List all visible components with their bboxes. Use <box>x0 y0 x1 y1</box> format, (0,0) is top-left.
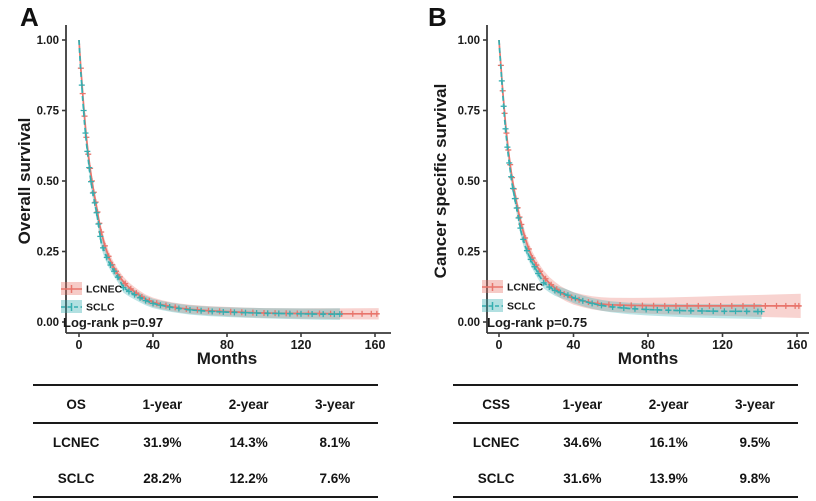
km-curve-lcnec <box>498 39 801 307</box>
x-axis-title: Months <box>197 349 257 368</box>
table-row: LCNEC 31.9% 14.3% 8.1% <box>33 424 378 460</box>
panel-overall-survival: A 0.00 0.25 0.50 0.75 1.00 0 40 80 120 160 Months O… <box>15 2 391 498</box>
logrank-annotation: Log-rank p=0.75 <box>487 315 587 330</box>
y-axis-title: Cancer specific survival <box>431 84 450 279</box>
censor-marks-sclc <box>78 82 343 318</box>
x-tick-label: 40 <box>567 338 581 352</box>
legend: LCNEC SCLC <box>482 280 544 313</box>
os-table-header-cell: OS <box>66 396 86 412</box>
table-cell: 9.8% <box>739 470 771 486</box>
row-label: LCNEC <box>52 434 100 450</box>
legend: LCNEC SCLC <box>61 282 123 314</box>
legend-label-lcnec: LCNEC <box>507 282 544 294</box>
y-tick-label: 0.25 <box>37 247 60 259</box>
table-cell: 31.6% <box>563 470 602 486</box>
y-tick-label: 0.75 <box>37 106 60 118</box>
censor-marks-sclc <box>498 77 765 315</box>
x-tick-label: 80 <box>641 338 655 352</box>
table-row: SCLC 31.6% 13.9% 9.8% <box>453 460 798 496</box>
y-tick-label: 1.00 <box>458 35 480 47</box>
css-table-header-cell: 2-year <box>648 396 689 412</box>
table-cell: 9.5% <box>739 434 771 450</box>
x-tick-label: 80 <box>220 338 234 352</box>
x-tick-label: 160 <box>365 338 386 352</box>
x-tick-label: 160 <box>787 338 808 352</box>
y-tick-label: 0.00 <box>37 317 59 329</box>
km-curve-sclc <box>498 39 762 313</box>
table-cell: 13.9% <box>649 470 688 486</box>
table-row: LCNEC 34.6% 16.1% 9.5% <box>453 424 798 460</box>
cancer-specific-survival-km-chart: 0.00 0.25 0.50 0.75 1.00 0 40 80 120 160 Months Can… <box>431 25 809 368</box>
overall-survival-km-chart: 0.00 0.25 0.50 0.75 1.00 0 40 80 120 160 Months Ove… <box>15 25 391 368</box>
x-tick-label: 40 <box>146 338 160 352</box>
legend-label-sclc: SCLC <box>86 302 115 314</box>
x-axis-title: Months <box>618 349 678 368</box>
km-curve-lcnec <box>78 39 379 315</box>
css-table-header-row: CSS 1-year 2-year 3-year <box>453 386 798 424</box>
panel-label-a: A <box>20 2 39 32</box>
x-tick-label: 0 <box>76 338 83 352</box>
table-cell: 14.3% <box>229 434 268 450</box>
os-table-header-row: OS 1-year 2-year 3-year <box>33 386 378 424</box>
css-table-header-cell: 1-year <box>562 396 603 412</box>
confidence-band-sclc <box>499 40 762 320</box>
y-tick-label: 0.75 <box>458 106 481 118</box>
y-axis-title: Overall survival <box>15 118 34 245</box>
y-tick-label: 0.50 <box>37 176 59 188</box>
confidence-band-lcnec <box>79 40 379 320</box>
os-table-header-cell: 3-year <box>314 396 355 412</box>
legend-label-sclc: SCLC <box>507 301 536 313</box>
y-tick-label: 0.50 <box>458 176 480 188</box>
row-label: LCNEC <box>472 434 520 450</box>
css-table-header-cell: CSS <box>482 396 510 412</box>
logrank-annotation: Log-rank p=0.97 <box>63 315 163 330</box>
table-cell: 34.6% <box>563 434 602 450</box>
row-label: SCLC <box>57 470 95 486</box>
y-tick-label: 0.25 <box>458 247 481 259</box>
table-cell: 28.2% <box>143 470 182 486</box>
panel-label-b: B <box>428 2 447 32</box>
os-table-header-cell: 2-year <box>228 396 269 412</box>
y-tick-label: 1.00 <box>37 35 59 47</box>
os-table-header-cell: 1-year <box>142 396 183 412</box>
css-table-header-cell: 3-year <box>734 396 775 412</box>
css-summary-table: CSS 1-year 2-year 3-year LCNEC 34.6% 16.… <box>453 384 798 498</box>
y-tick-label: 0.00 <box>458 317 480 329</box>
panel-cancer-specific-survival: B 0.00 0.25 0.50 0.75 1.00 0 40 80 120 160 Months C… <box>408 0 816 501</box>
table-cell: 7.6% <box>319 470 351 486</box>
table-cell: 12.2% <box>229 470 268 486</box>
x-tick-label: 120 <box>291 338 312 352</box>
legend-label-lcnec: LCNEC <box>86 284 123 296</box>
row-label: SCLC <box>477 470 515 486</box>
table-cell: 31.9% <box>143 434 182 450</box>
table-cell: 8.1% <box>319 434 351 450</box>
table-cell: 16.1% <box>649 434 688 450</box>
table-row: SCLC 28.2% 12.2% 7.6% <box>33 460 378 496</box>
x-tick-label: 120 <box>712 338 733 352</box>
x-tick-label: 0 <box>496 338 503 352</box>
os-summary-table: OS 1-year 2-year 3-year LCNEC 31.9% 14.3… <box>33 384 378 498</box>
